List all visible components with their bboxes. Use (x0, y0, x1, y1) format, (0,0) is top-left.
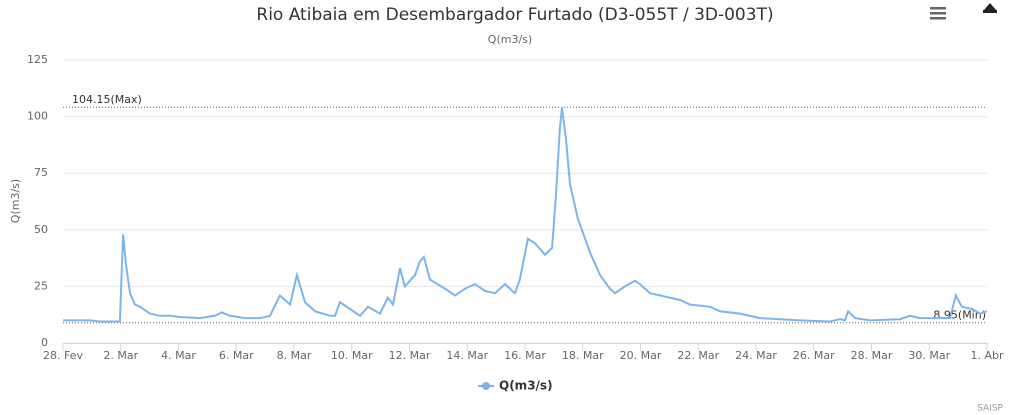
chart-title: Rio Atibaia em Desembargador Furtado (D3… (256, 5, 773, 25)
y-tick-label: 75 (34, 166, 48, 179)
legend-label: Q(m3/s) (499, 379, 553, 393)
export-icon[interactable] (983, 3, 997, 13)
x-tick-label: 18. Mar (562, 349, 604, 362)
x-tick-label: 30. Mar (908, 349, 950, 362)
legend-marker (482, 382, 490, 390)
x-tick-label: 1. Abr (970, 349, 1003, 362)
series-line (63, 107, 988, 323)
y-tick-label: 25 (34, 279, 48, 292)
y-tick-label: 125 (27, 53, 48, 66)
x-tick-label: 22. Mar (677, 349, 719, 362)
x-tick-label: 28. Mar (851, 349, 893, 362)
x-tick-label: 4. Mar (161, 349, 196, 362)
plot-line-label: 8.95(Min) (933, 309, 986, 322)
y-tick-label: 0 (41, 336, 48, 349)
y-tick-label: 50 (34, 223, 48, 236)
plot-line-label: 104.15(Max) (72, 93, 142, 106)
credits: SAISP (977, 404, 1003, 414)
menu-bar (930, 7, 946, 10)
x-tick-label: 8. Mar (277, 349, 312, 362)
menu-bar (930, 17, 946, 20)
x-tick-label: 10. Mar (331, 349, 373, 362)
menu-button[interactable] (930, 7, 946, 20)
x-tick-label: 16. Mar (504, 349, 546, 362)
x-tick-label: 24. Mar (735, 349, 777, 362)
x-tick-label: 20. Mar (620, 349, 662, 362)
x-tick-label: 6. Mar (219, 349, 254, 362)
x-tick-label: 12. Mar (389, 349, 431, 362)
y-axis-label: Q(m3/s) (9, 179, 22, 223)
chart-subtitle: Q(m3/s) (488, 33, 532, 46)
x-tick-label: 26. Mar (793, 349, 835, 362)
x-tick-label: 14. Mar (446, 349, 488, 362)
menu-bar (930, 12, 946, 15)
y-tick-label: 100 (27, 110, 48, 123)
x-tick-label: 28. Fev (43, 349, 83, 362)
x-tick-label: 2. Mar (103, 349, 138, 362)
